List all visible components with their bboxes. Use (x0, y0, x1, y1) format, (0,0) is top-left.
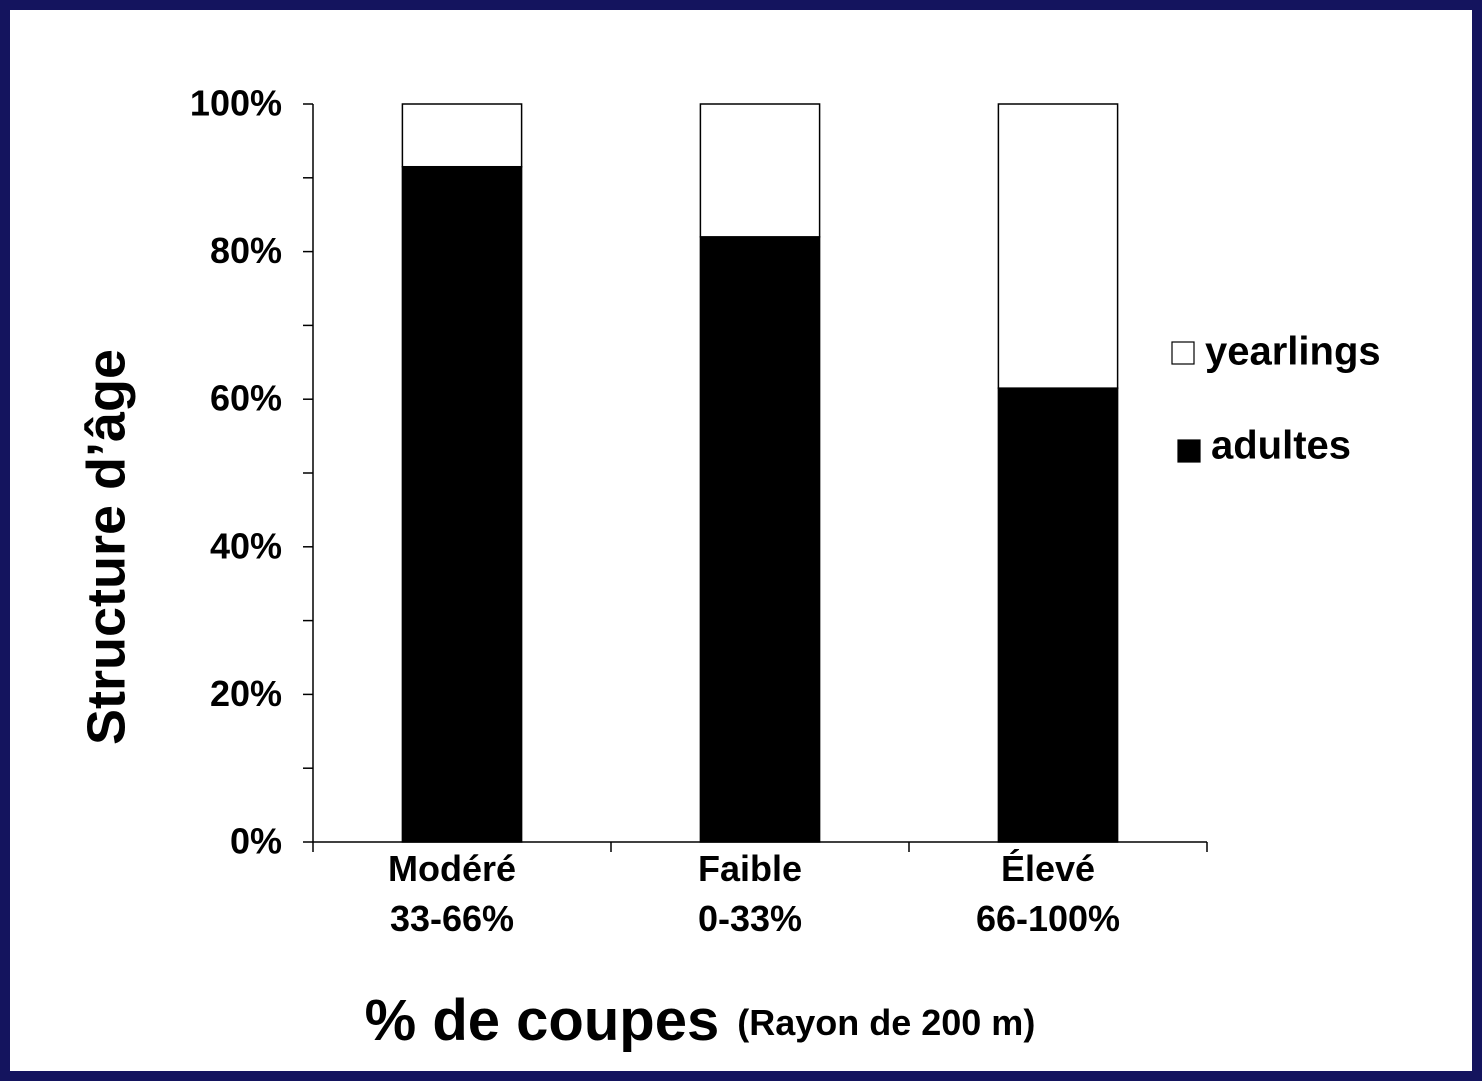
y-axis-title: Structure d’âge (76, 349, 136, 745)
y-tick-label: 60% (210, 378, 282, 419)
bar-segment (997, 103, 1119, 389)
y-tick-label: 100% (190, 83, 282, 124)
bar-segment (699, 103, 821, 238)
x-axis-title: % de coupes (Rayon de 200 m) (365, 988, 1036, 1053)
y-tick-label: 80% (210, 230, 282, 271)
bar-segment (997, 387, 1119, 843)
bar-segment (699, 236, 821, 843)
legend-label: adultes (1211, 424, 1351, 468)
legend-swatch (1177, 439, 1201, 463)
x-tick-label: Modéré 33-66% (387, 848, 517, 939)
y-tick-label: 0% (230, 821, 282, 862)
x-axis-title-sub: (Rayon de 200 m) (737, 1002, 1035, 1043)
bar-segment (401, 103, 523, 168)
y-tick-label: 40% (210, 525, 282, 566)
chart: Structure d’âge % de coupes (Rayon de 200… (76, 83, 1381, 1054)
x-tick-label: Élevé 66-100% (975, 848, 1121, 939)
x-axis-title-main: % de coupes (365, 988, 720, 1053)
bar-segment (401, 165, 523, 843)
y-tick-label: 20% (210, 673, 282, 714)
legend-label: yearlings (1205, 330, 1381, 374)
x-tick-label: Faible 0-33% (697, 848, 803, 939)
legend-swatch (1171, 341, 1195, 365)
